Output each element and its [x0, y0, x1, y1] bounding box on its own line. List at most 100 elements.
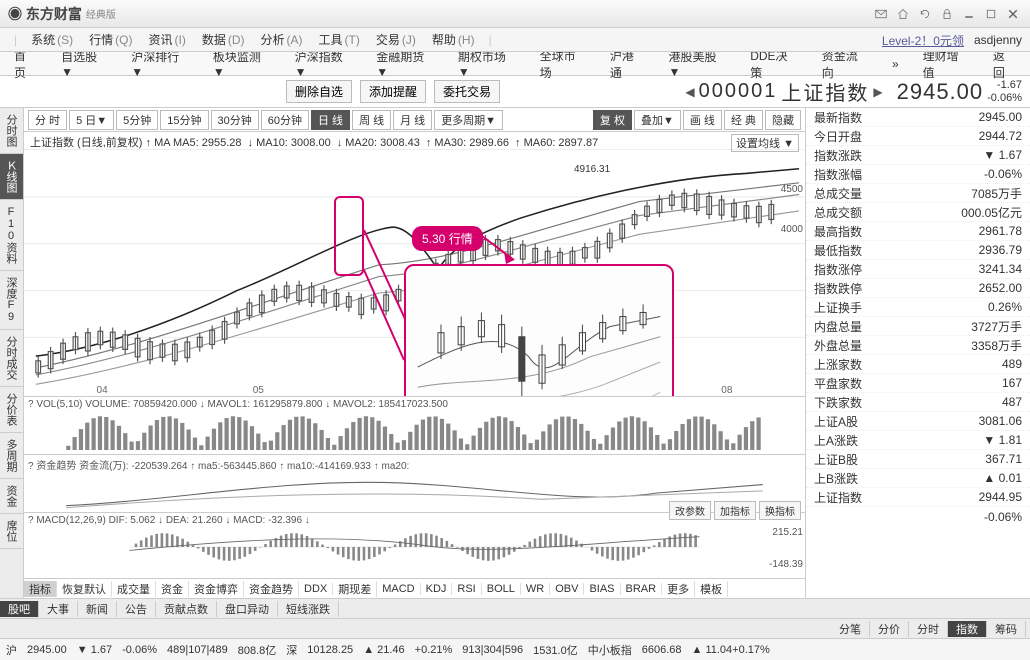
stat-row-9: 指数跌停2652.00 — [806, 279, 1030, 298]
stat-row-10: 上证换手0.26% — [806, 298, 1030, 317]
tfr-1[interactable]: 叠加▼ — [634, 110, 681, 130]
tf-4[interactable]: 30分钟 — [211, 110, 259, 130]
indtab-8[interactable]: MACD — [377, 583, 420, 595]
add-alert-button[interactable]: 添加提醒 — [360, 80, 426, 103]
indtab-9[interactable]: KDJ — [421, 583, 453, 595]
prev-code-icon[interactable]: ◀ — [685, 85, 694, 99]
stat-row-11: 内盘总量3727万手 — [806, 317, 1030, 336]
stat-row-20: 上证指数2944.95 — [806, 488, 1030, 507]
indtab-1[interactable]: 恢复默认 — [57, 581, 112, 597]
home-icon[interactable] — [894, 5, 912, 23]
stat-row-17: 上A涨跌▼ 1.81 — [806, 431, 1030, 450]
menu-交易[interactable]: 交易(J) — [368, 33, 424, 47]
nav-12[interactable]: » — [886, 57, 905, 71]
nav-1[interactable]: 自选股▼ — [55, 48, 113, 79]
lock-icon[interactable] — [938, 5, 956, 23]
lefttab-2[interactable]: F10资料 — [0, 200, 23, 271]
info-tab-0[interactable]: 股吧 — [0, 601, 39, 617]
lefttab-7[interactable]: 资金 — [0, 479, 23, 514]
tf-7[interactable]: 周 线 — [352, 110, 391, 130]
tfr-0[interactable]: 复 权 — [593, 110, 632, 130]
indtab-3[interactable]: 资金 — [156, 581, 189, 597]
menu-分析[interactable]: 分析(A) — [253, 33, 311, 47]
rtab-2[interactable]: 分时 — [909, 621, 948, 637]
menu-帮助[interactable]: 帮助(H) — [424, 33, 483, 47]
tf-1[interactable]: 5 日▼ — [69, 110, 114, 130]
refresh-icon[interactable] — [916, 5, 934, 23]
lefttab-0[interactable]: 分时图 — [0, 108, 23, 154]
ind-btn-2[interactable]: 换指标 — [759, 501, 801, 520]
quote-bar: 删除自选 添加提醒 委托交易 ◀ 000001 上证指数 ▶ 2945.00 -… — [0, 76, 1030, 108]
tfr-2[interactable]: 画 线 — [683, 110, 722, 130]
indtab-15[interactable]: BRAR — [621, 583, 663, 595]
indtab-6[interactable]: DDX — [299, 583, 333, 595]
tf-6[interactable]: 日 线 — [311, 110, 350, 130]
lefttab-3[interactable]: 深度F9 — [0, 271, 23, 330]
info-tab-3[interactable]: 公告 — [117, 601, 156, 617]
tf-2[interactable]: 5分钟 — [116, 110, 158, 130]
rtab-0[interactable]: 分笔 — [831, 621, 870, 637]
rtab-3[interactable]: 指数 — [948, 621, 987, 637]
indtab-0[interactable]: 指标 — [24, 581, 57, 597]
lefttab-1[interactable]: Ｋ线图 — [0, 154, 23, 200]
indtab-10[interactable]: RSI — [452, 583, 481, 595]
volume-panel[interactable]: ? VOL(5,10) VOLUME: 70859420.000 ↓ MAVOL… — [24, 396, 805, 454]
indtab-16[interactable]: 更多 — [662, 581, 695, 597]
indtab-5[interactable]: 资金趋势 — [244, 581, 299, 597]
indtab-12[interactable]: WR — [521, 583, 550, 595]
trade-button[interactable]: 委托交易 — [434, 80, 500, 103]
ind-btn-0[interactable]: 改参数 — [669, 501, 711, 520]
lefttab-4[interactable]: 分时成交 — [0, 330, 23, 387]
rtab-1[interactable]: 分价 — [870, 621, 909, 637]
info-tab-5[interactable]: 盘口异动 — [217, 601, 278, 617]
info-tab-4[interactable]: 贡献点数 — [156, 601, 217, 617]
indtab-17[interactable]: 模板 — [695, 581, 728, 597]
menu-工具[interactable]: 工具(T) — [311, 33, 368, 47]
tf-9[interactable]: 更多周期▼ — [434, 110, 503, 130]
menu-资讯[interactable]: 资讯(I) — [140, 33, 193, 47]
indtab-11[interactable]: BOLL — [482, 583, 521, 595]
tfr-3[interactable]: 经 典 — [724, 110, 763, 130]
tf-8[interactable]: 月 线 — [393, 110, 432, 130]
macd-panel[interactable]: ? MACD(12,26,9) DIF: 5.062 ↓ DEA: 21.260… — [24, 512, 805, 578]
nav-5[interactable]: 金融期货▼ — [370, 48, 440, 79]
tfr-4[interactable]: 隐藏 — [765, 110, 801, 130]
tf-3[interactable]: 15分钟 — [160, 110, 208, 130]
price-change: -1.67-0.06% — [987, 79, 1022, 103]
info-tab-1[interactable]: 大事 — [39, 601, 78, 617]
next-code-icon[interactable]: ▶ — [873, 85, 882, 99]
indtab-4[interactable]: 资金博弈 — [189, 581, 244, 597]
indtab-7[interactable]: 期现差 — [333, 581, 377, 597]
lefttab-6[interactable]: 多周期 — [0, 433, 23, 479]
status-12: 中小板指 — [588, 642, 632, 658]
indtab-14[interactable]: BIAS — [584, 583, 620, 595]
lefttab-5[interactable]: 分价表 — [0, 387, 23, 433]
info-tab-2[interactable]: 新闻 — [78, 601, 117, 617]
promo-link[interactable]: Level-2！0元领 — [882, 32, 964, 49]
status-1: 2945.00 — [27, 644, 67, 656]
close-icon[interactable] — [1004, 5, 1022, 23]
indtab-2[interactable]: 成交量 — [112, 581, 156, 597]
menu-行情[interactable]: 行情(Q) — [81, 33, 140, 47]
tf-5[interactable]: 60分钟 — [261, 110, 309, 130]
menu-系统[interactable]: 系统(S) — [23, 33, 81, 47]
mail-icon[interactable] — [872, 5, 890, 23]
indtab-13[interactable]: OBV — [550, 583, 584, 595]
main-area: 分时图Ｋ线图F10资料深度F9分时成交分价表多周期资金席位 分 时5 日▼5分钟… — [0, 108, 1030, 598]
nav-6[interactable]: 期权市场▼ — [452, 48, 522, 79]
menu-数据[interactable]: 数据(D) — [194, 33, 253, 47]
lefttab-8[interactable]: 席位 — [0, 514, 23, 549]
price-chart[interactable]: 4916.31 4500 4000 0405060708 5.30 行情 — [24, 150, 805, 396]
tf-0[interactable]: 分 时 — [28, 110, 67, 130]
rtab-4[interactable]: 筹码 — [987, 621, 1026, 637]
ind-btn-1[interactable]: 加指标 — [714, 501, 756, 520]
minimize-icon[interactable] — [960, 5, 978, 23]
nav-3[interactable]: 板块监测▼ — [207, 48, 277, 79]
nav-4[interactable]: 沪深指数▼ — [289, 48, 359, 79]
info-tab-6[interactable]: 短线涨跌 — [278, 601, 339, 617]
nav-2[interactable]: 沪深排行▼ — [125, 48, 195, 79]
left-tabs: 分时图Ｋ线图F10资料深度F9分时成交分价表多周期资金席位 — [0, 108, 24, 598]
remove-fav-button[interactable]: 删除自选 — [286, 80, 352, 103]
nav-9[interactable]: 港股美股▼ — [663, 48, 733, 79]
maximize-icon[interactable] — [982, 5, 1000, 23]
